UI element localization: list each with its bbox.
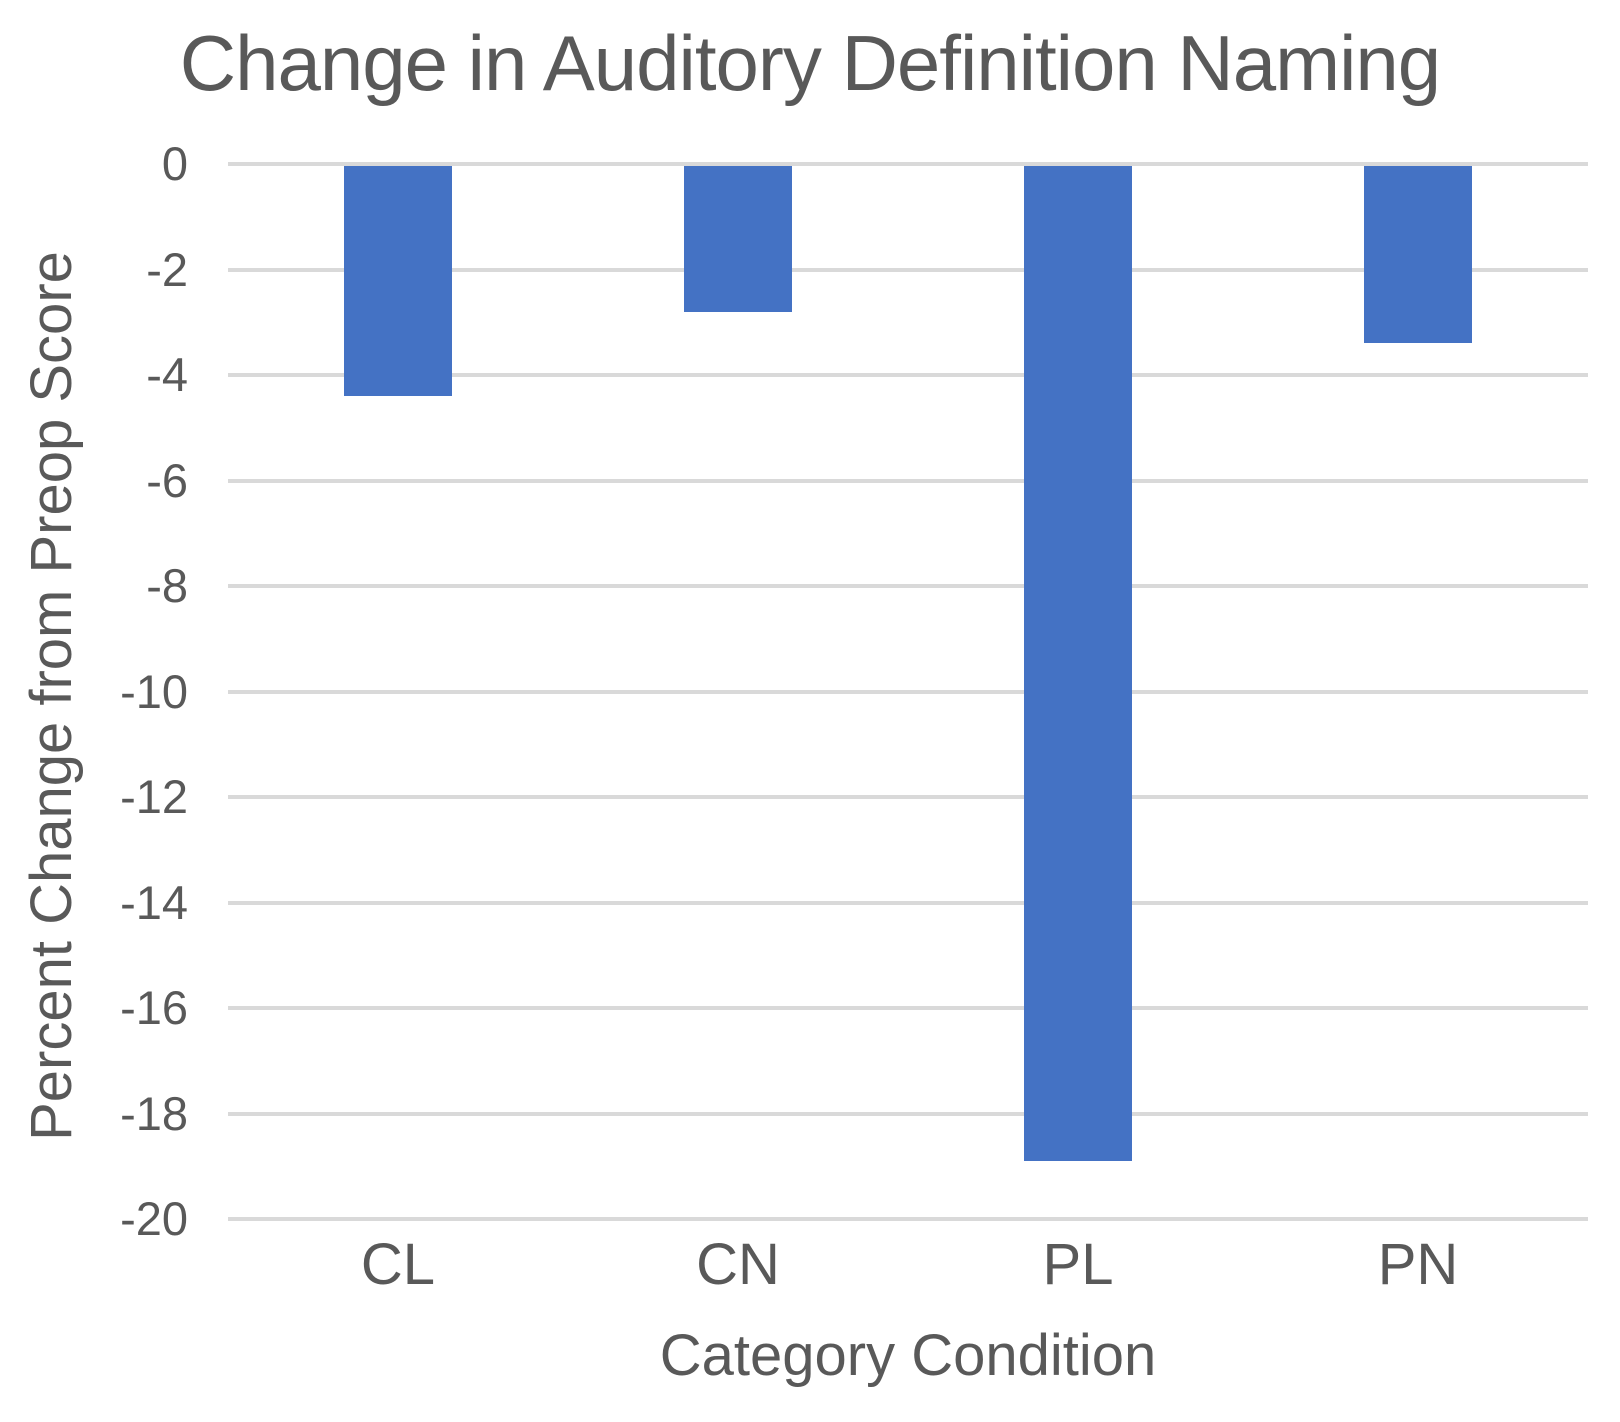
gridline: [228, 1217, 1588, 1221]
y-tick-label: -16: [120, 981, 188, 1034]
y-tick-label: -20: [120, 1192, 188, 1245]
x-tick-label: CL: [360, 1232, 436, 1297]
y-tick-label: -18: [120, 1086, 188, 1140]
gridline: [228, 900, 1588, 905]
gridline: [228, 478, 1588, 483]
chart-title: Change in Auditory Definition Naming: [179, 19, 1441, 107]
x-tick-label: PL: [1042, 1232, 1114, 1297]
y-tick-label: -4: [146, 348, 188, 401]
gridline: [228, 1111, 1588, 1116]
y-tick-label: -2: [146, 242, 188, 296]
y-tick-label: -10: [120, 664, 188, 718]
y-tick-label: -6: [146, 453, 188, 507]
gridline: [228, 267, 1588, 272]
bar-pn: [1364, 166, 1472, 344]
x-tick-label: CN: [696, 1232, 780, 1297]
y-tick-label: -14: [120, 875, 188, 929]
bar-cn: [684, 166, 792, 312]
y-tick-label: -8: [146, 559, 188, 612]
gridline: [228, 1006, 1588, 1010]
x-tick-label: PN: [1377, 1232, 1459, 1297]
gridline: [228, 689, 1588, 694]
gridline: [228, 162, 1588, 166]
y-tick-label: -12: [120, 770, 188, 823]
gridline: [228, 795, 1588, 799]
gridline: [228, 373, 1588, 377]
x-axis-title: Category Condition: [659, 1323, 1157, 1388]
bar-cl: [344, 166, 452, 397]
bar-pl: [1024, 166, 1132, 1161]
y-tick-label: 0: [161, 137, 188, 190]
gridline: [228, 584, 1588, 588]
